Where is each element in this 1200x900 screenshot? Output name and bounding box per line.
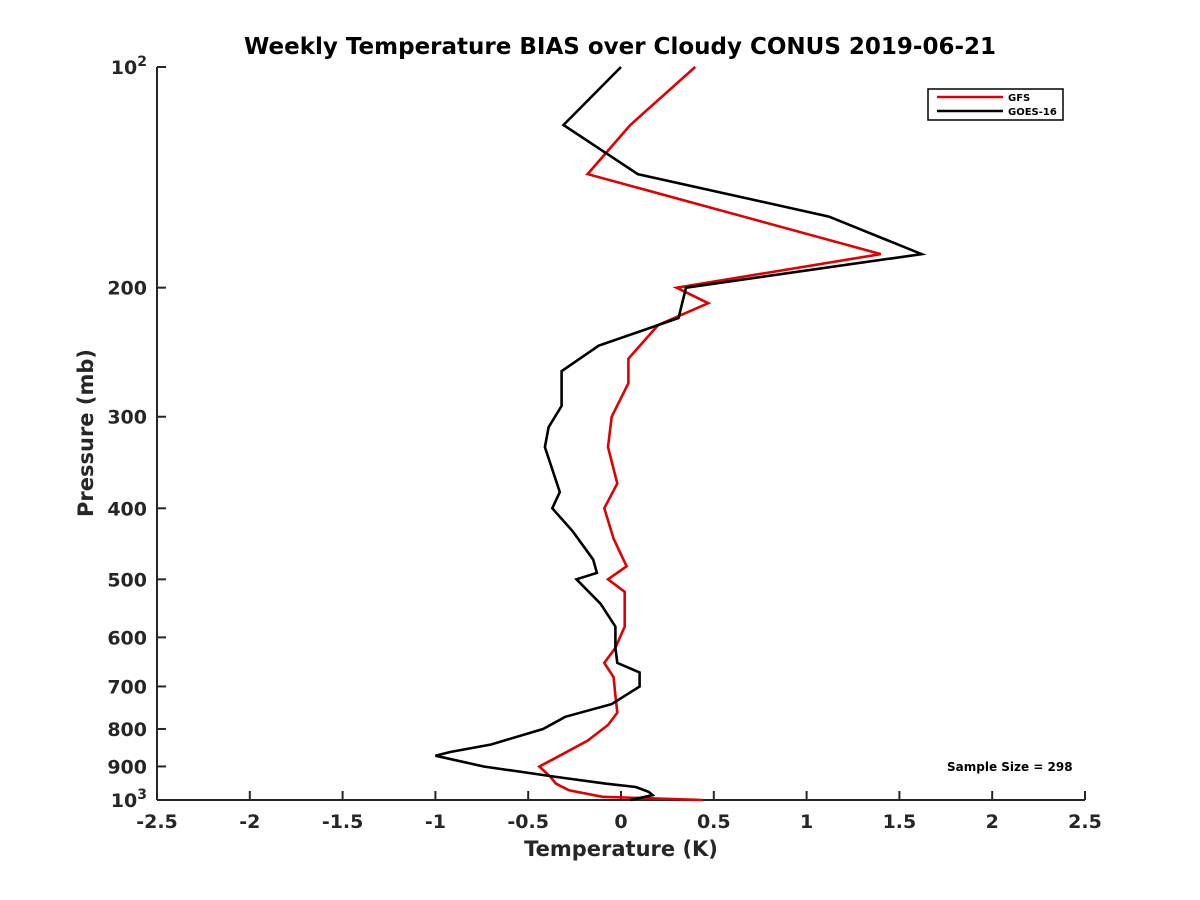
legend-label-gfs: GFS [1008,93,1030,104]
x-tick-label: 2.5 [1068,811,1102,833]
y-axis-label: Pressure (mb) [74,349,98,517]
y-tick-label: 700 [107,676,147,698]
y-tick-label: 300 [107,407,147,429]
y-tick-label: 900 [107,756,147,778]
y-tick-label: 800 [107,719,147,741]
y-ticks: 102 200 300 400 500 600 700 800 900 103 [107,54,166,812]
y-tick-label: 600 [107,627,147,649]
x-tick-label: 1 [800,811,813,833]
y-tick-label: 500 [107,569,147,591]
legend-box [927,88,1064,121]
plot-area: -2.5 -2 -1.5 -1 -0.5 0 0.5 1 1.5 2 2.5 102 200 300 40… [107,54,1102,833]
x-tick-label: -2 [239,811,260,833]
y-tick-label: 103 [111,787,147,812]
legend: GFS GOES-16 [927,88,1064,121]
x-tick-label: 1.5 [883,811,917,833]
y-tick-label: 200 [107,278,147,300]
chart-title: Weekly Temperature BIAS over Cloudy CONU… [244,34,996,60]
x-tick-label: 0 [614,811,627,833]
series-line-gfs [537,66,882,802]
x-tick-label: -2.5 [136,811,178,833]
y-tick-label: 400 [107,498,147,520]
x-tick-label: -1.5 [322,811,364,833]
legend-label-goes16: GOES-16 [1008,107,1057,118]
y-tick-label: 102 [111,54,147,79]
x-tick-label: 2 [986,811,999,833]
x-ticks: -2.5 -2 -1.5 -1 -0.5 0 0.5 1 1.5 2 2.5 [136,791,1102,833]
x-tick-label: 0.5 [697,811,731,833]
x-tick-label: -1 [425,811,446,833]
sample-size-annotation: Sample Size = 298 [947,760,1073,774]
series-layer [435,66,927,802]
x-axis-label: Temperature (K) [524,837,718,861]
x-tick-label: -0.5 [507,811,549,833]
series-line-goes16 [435,66,927,802]
